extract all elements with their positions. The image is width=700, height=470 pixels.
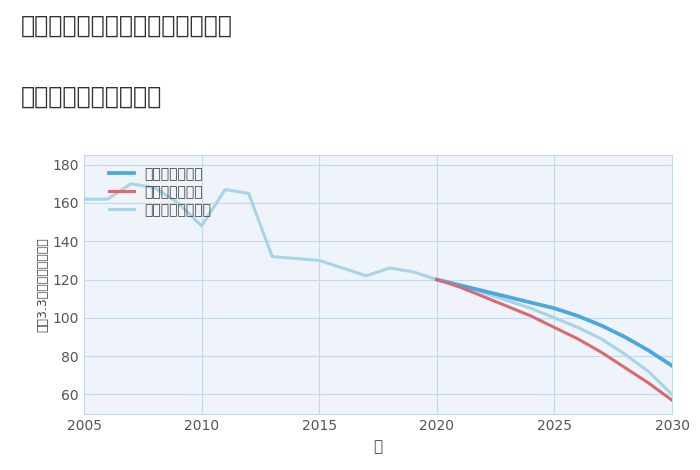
ノーマルシナリオ xyxy=(621,352,629,357)
バッドシナリオ xyxy=(550,325,559,330)
Line: グッドシナリオ: グッドシナリオ xyxy=(437,280,672,366)
Line: バッドシナリオ: バッドシナリオ xyxy=(437,280,672,400)
グッドシナリオ xyxy=(668,363,676,368)
ノーマルシナリオ xyxy=(480,290,488,296)
バッドシナリオ xyxy=(503,304,512,309)
バッドシナリオ xyxy=(644,380,652,386)
ノーマルシナリオ xyxy=(550,315,559,321)
グッドシナリオ xyxy=(597,323,606,329)
グッドシナリオ xyxy=(574,313,582,319)
Text: 中古戸建ての価格推移: 中古戸建ての価格推移 xyxy=(21,85,162,109)
ノーマルシナリオ xyxy=(597,336,606,342)
Line: ノーマルシナリオ: ノーマルシナリオ xyxy=(437,280,672,394)
ノーマルシナリオ xyxy=(433,277,441,282)
バッドシナリオ xyxy=(621,365,629,370)
グッドシナリオ xyxy=(480,288,488,294)
グッドシナリオ xyxy=(621,334,629,340)
グッドシナリオ xyxy=(433,277,441,282)
ノーマルシナリオ xyxy=(456,282,465,288)
ノーマルシナリオ xyxy=(668,392,676,397)
X-axis label: 年: 年 xyxy=(373,439,383,454)
バッドシナリオ xyxy=(433,277,441,282)
バッドシナリオ xyxy=(597,350,606,355)
グッドシナリオ xyxy=(456,282,465,288)
Legend: グッドシナリオ, バッドシナリオ, ノーマルシナリオ: グッドシナリオ, バッドシナリオ, ノーマルシナリオ xyxy=(108,167,211,218)
Text: 神奈川県横浜市南区永田山王台の: 神奈川県横浜市南区永田山王台の xyxy=(21,14,233,38)
グッドシナリオ xyxy=(644,348,652,353)
ノーマルシナリオ xyxy=(644,368,652,374)
バッドシナリオ xyxy=(456,284,465,290)
バッドシナリオ xyxy=(668,397,676,403)
バッドシナリオ xyxy=(574,336,582,342)
バッドシナリオ xyxy=(480,294,488,299)
ノーマルシナリオ xyxy=(574,325,582,330)
グッドシナリオ xyxy=(550,306,559,311)
ノーマルシナリオ xyxy=(526,306,535,311)
グッドシナリオ xyxy=(526,300,535,306)
グッドシナリオ xyxy=(503,294,512,299)
バッドシナリオ xyxy=(526,313,535,319)
ノーマルシナリオ xyxy=(503,298,512,304)
Y-axis label: 坪（3.3㎡）単価（万円）: 坪（3.3㎡）単価（万円） xyxy=(36,237,49,332)
